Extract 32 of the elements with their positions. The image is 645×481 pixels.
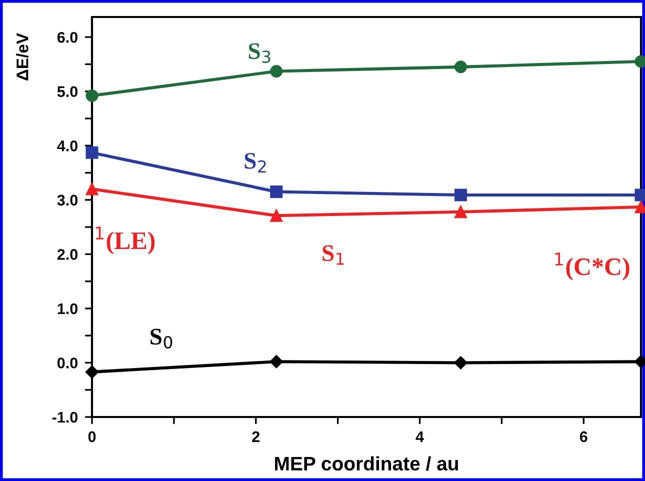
y-tick-label: 0.0 [57,358,78,368]
point [270,355,283,368]
point [85,365,99,379]
point [86,182,98,196]
series-label: S$_{1}$ [322,245,344,265]
x-tick-label: 2 [252,431,260,442]
point [454,188,467,202]
point [86,89,98,102]
y-tick-label: 2.0 [57,249,78,260]
y-tick-label: 4.0 [57,140,78,152]
x-axis-title: MEP coordinate / au [275,456,458,471]
annotation: $^{1}$(C*C) [555,252,630,280]
y-tick-label: -1.0 [52,412,78,423]
x-tick-label: 4 [416,431,424,442]
y-tick-label: 5.0 [57,86,78,98]
point [270,186,283,198]
x-tick-label: 6 [580,431,588,442]
y-axis-title: ΔE/eV [16,33,28,80]
point [270,209,283,222]
y-tick-label: 1.0 [58,303,78,314]
point [270,65,283,78]
y-tick-label: 3.0 [57,194,78,206]
point [454,356,468,370]
point [454,206,467,218]
series-label: S$_{0}$ [150,328,172,348]
series-label: S$_{2}$ [244,152,266,172]
x-tick-label: 0 [88,431,96,442]
series-label: S$_{3}$ [248,43,270,63]
y-tick-label: 6.0 [57,32,78,43]
point [454,60,467,74]
point [86,146,98,159]
annotation: $^{1}$(LE) [96,226,155,254]
